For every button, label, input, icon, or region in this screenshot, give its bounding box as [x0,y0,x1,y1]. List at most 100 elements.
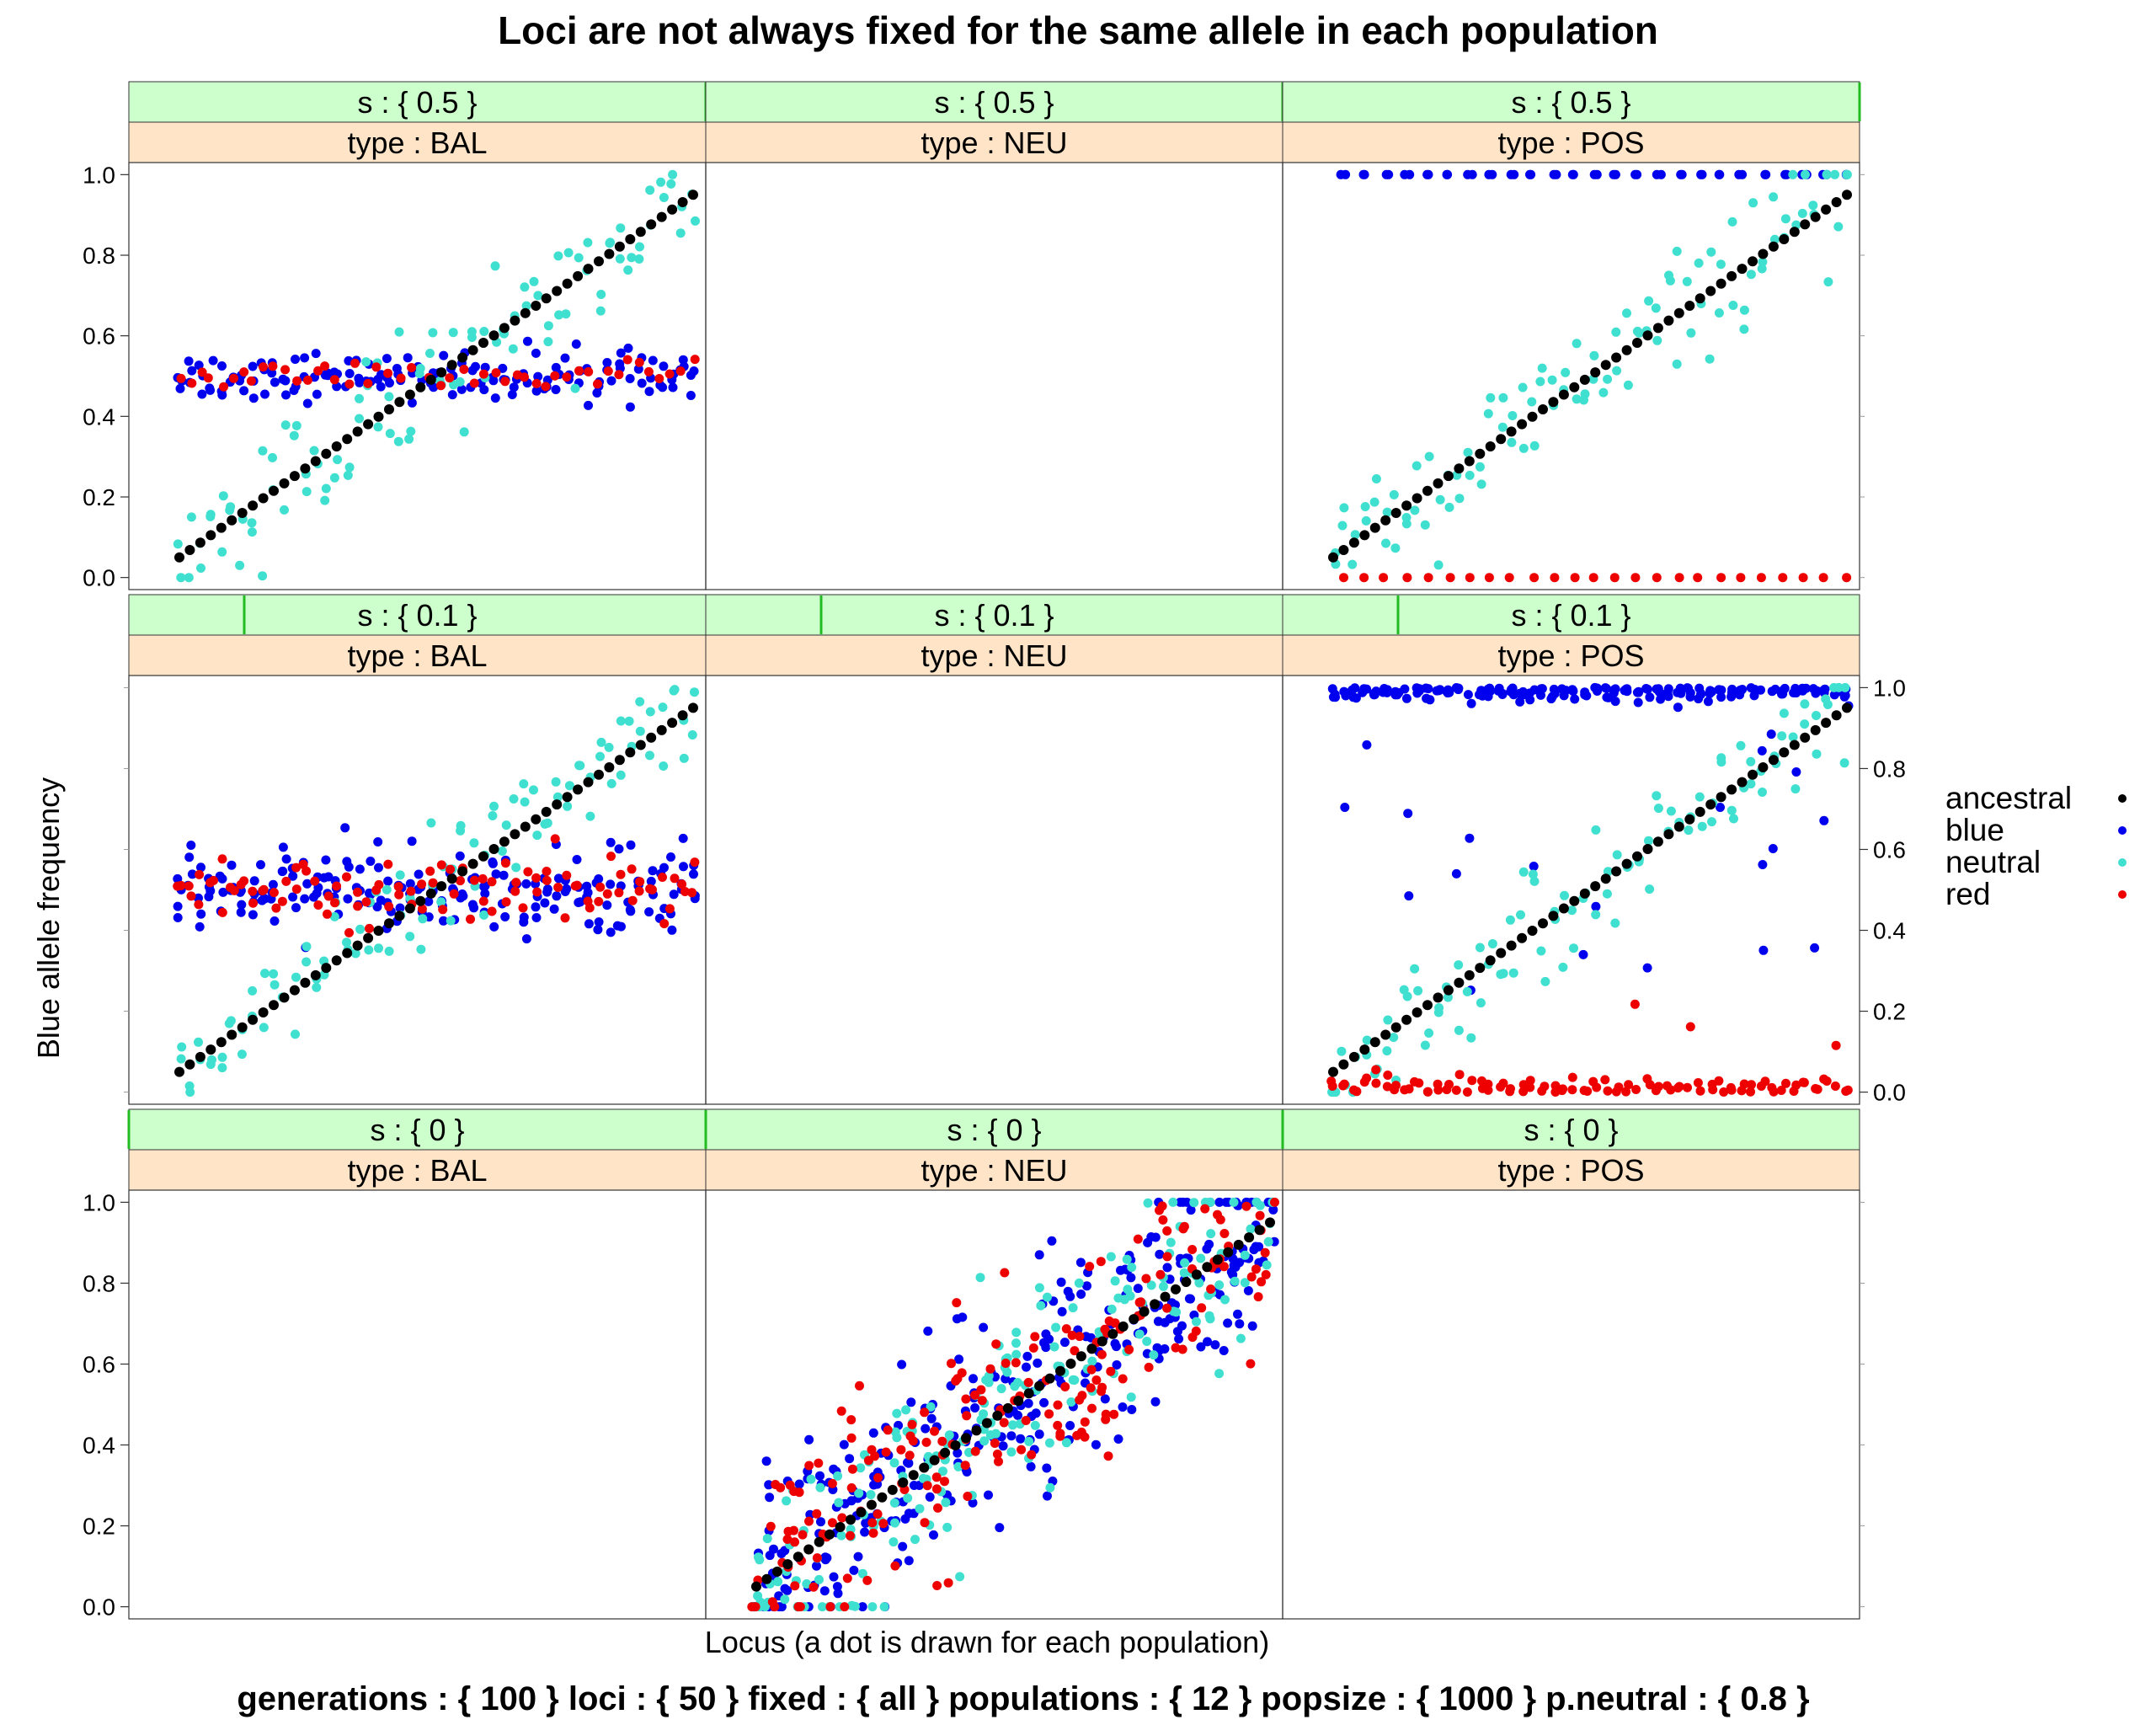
point-blue [1034,1429,1044,1439]
point-ancestral [1621,344,1632,355]
point-neutral [393,436,403,446]
point-blue [594,874,604,884]
point-blue [1065,1291,1075,1301]
point-blue [575,897,585,907]
point-neutral [1547,375,1557,385]
point-blue [455,851,465,861]
point-blue [480,889,490,899]
point-blue [1589,169,1599,179]
point-blue [1578,949,1588,959]
point-neutral [1159,1281,1168,1291]
point-ancestral [478,851,488,862]
point-neutral [237,1049,247,1060]
point-neutral [418,914,428,924]
point-neutral [1382,1046,1392,1056]
point-neutral [1622,308,1631,318]
point-blue [782,1585,792,1595]
point-ancestral [1726,784,1737,795]
point-ancestral [614,755,625,766]
point-blue [1463,690,1473,700]
point-blue [1696,688,1706,698]
point-neutral [1487,939,1497,948]
point-blue [344,369,355,378]
point-red [217,854,227,864]
point-neutral [857,1568,867,1578]
point-neutral [416,944,426,954]
point-blue [1676,169,1686,179]
point-neutral [1535,377,1545,387]
point-neutral [890,1518,899,1528]
point-neutral [552,792,563,802]
point-blue [1758,860,1768,869]
point-neutral [1420,1040,1430,1050]
point-red [248,898,258,908]
point-red [1085,1262,1095,1272]
point-neutral [1011,1349,1022,1359]
point-ancestral [1254,1225,1265,1236]
point-neutral [456,820,466,830]
point-ancestral [1202,1262,1213,1273]
point-blue [904,1556,914,1566]
point-neutral [521,301,531,311]
point-red [1141,1274,1151,1284]
point-red [1162,1226,1172,1236]
point-ancestral [1013,1396,1024,1407]
point-red [952,1298,962,1308]
point-blue [678,355,688,365]
point-neutral [1401,513,1412,522]
point-blue [523,336,532,346]
point-blue [689,869,698,879]
point-blue [1330,689,1340,699]
point-neutral [194,1037,203,1047]
point-ancestral [1758,248,1769,259]
point-ancestral [310,969,321,980]
point-neutral [1507,437,1517,447]
point-neutral [1011,1338,1021,1348]
point-red [985,1364,995,1374]
point-red [795,1602,805,1612]
point-red [664,369,675,379]
point-ancestral [961,1433,971,1444]
point-red [1433,1085,1444,1095]
point-red [1070,1346,1080,1356]
point-red [1444,1080,1454,1089]
point-neutral [1788,169,1798,179]
point-neutral [490,261,500,271]
point-red [750,1602,760,1612]
point-red [313,900,323,910]
point-neutral [1061,1438,1071,1448]
point-blue [489,921,499,932]
point-red [1726,1085,1737,1095]
point-neutral [955,1572,965,1582]
point-neutral [1645,884,1655,895]
point-neutral [1049,1342,1059,1352]
point-red [1171,1343,1181,1353]
point-neutral [616,223,626,233]
point-blue [1642,963,1652,973]
point-red [1579,1086,1589,1096]
point-blue [1113,1434,1123,1444]
point-red [445,373,455,383]
legend-marker-red [2118,890,2127,899]
point-red [491,368,501,378]
point-neutral [1536,946,1546,956]
point-blue [606,376,616,386]
point-red [456,876,465,886]
point-ancestral [604,762,615,772]
point-neutral [176,1054,186,1064]
point-red [957,1368,967,1378]
point-ancestral [1359,1044,1370,1055]
point-blue [923,1326,933,1336]
point-red [1714,1076,1724,1086]
point-blue [845,1454,855,1464]
point-ancestral [541,806,552,817]
point-neutral [374,943,383,953]
point-neutral [1589,350,1599,360]
point-neutral [1790,784,1801,794]
point-red [1075,1332,1085,1342]
point-neutral [627,253,637,263]
point-neutral [1666,806,1676,816]
point-ancestral [248,1014,259,1025]
point-neutral [280,420,291,430]
point-blue [311,349,321,359]
